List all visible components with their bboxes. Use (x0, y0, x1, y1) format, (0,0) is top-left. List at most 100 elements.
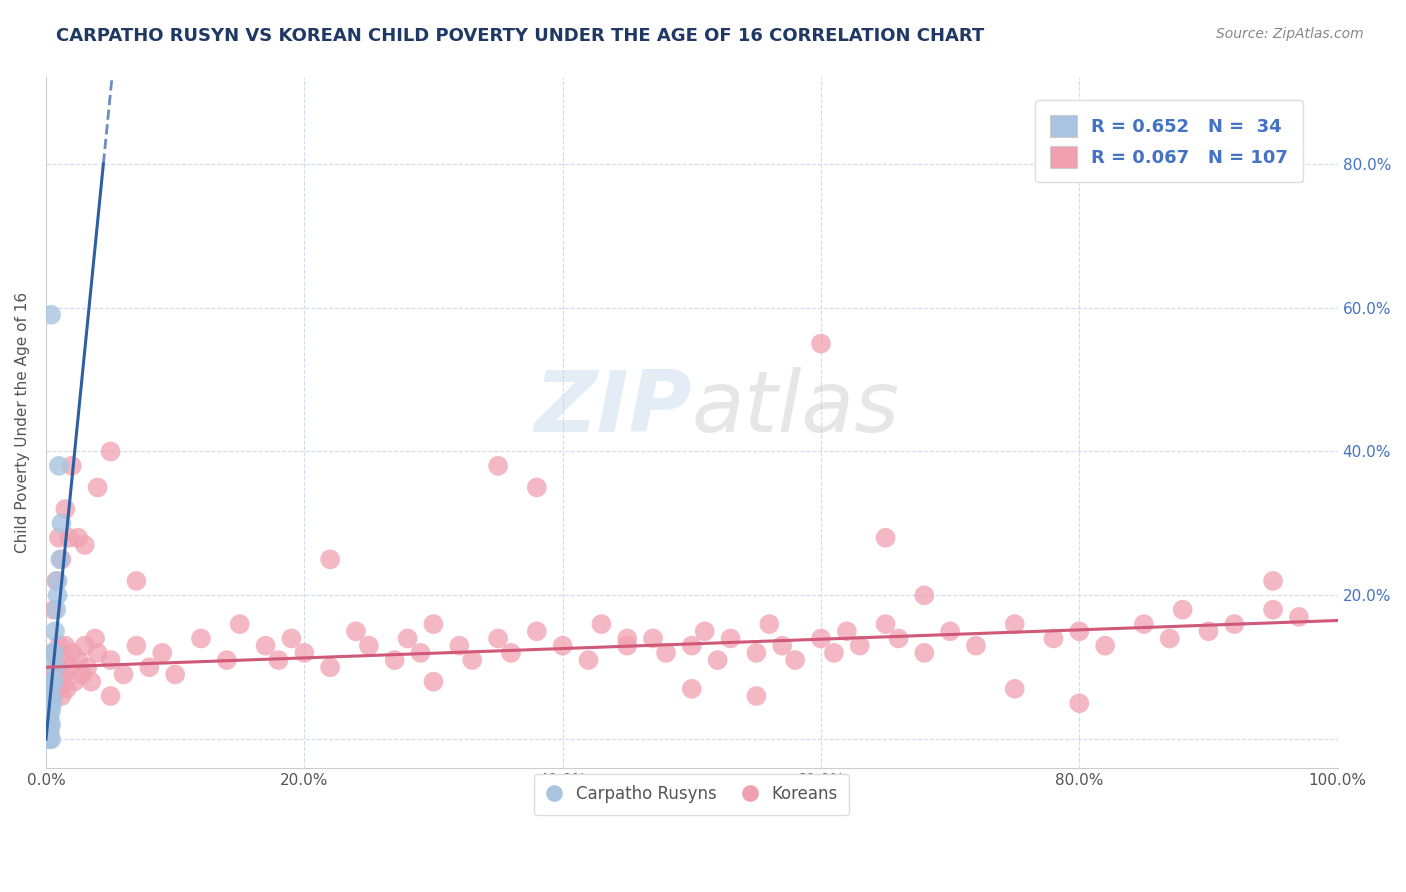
Point (37, 732, 59, 747)
Point (190, 632, 212, 646)
Point (486, 458, 509, 473)
Point (1069, 624, 1091, 639)
Point (48, 458, 70, 473)
Point (38, 674, 60, 689)
Point (48, 531, 70, 545)
Point (319, 660, 342, 674)
Point (396, 632, 419, 646)
Point (80, 674, 103, 689)
Point (499, 646, 522, 660)
Point (39, 308, 62, 322)
Point (38, 718, 60, 732)
Point (38, 710, 60, 724)
Point (38, 732, 60, 747)
Point (38, 732, 60, 747)
Point (655, 646, 678, 660)
Point (51, 552, 73, 566)
Point (486, 632, 509, 646)
Point (706, 653, 728, 667)
Point (409, 646, 432, 660)
Point (51, 516, 73, 531)
Point (681, 681, 703, 696)
Point (73, 639, 96, 653)
Point (150, 646, 173, 660)
Point (912, 588, 935, 602)
Text: atlas: atlas (692, 368, 900, 450)
Text: Source: ZipAtlas.com: Source: ZipAtlas.com (1216, 27, 1364, 41)
Point (52, 653, 75, 667)
Point (86, 646, 108, 660)
Point (45, 603, 67, 617)
Point (42, 667, 65, 681)
Point (70, 667, 93, 681)
Point (44, 646, 66, 660)
Point (1159, 632, 1181, 646)
Point (125, 574, 148, 588)
Point (228, 617, 250, 632)
Point (46, 574, 69, 588)
Point (37, 732, 59, 747)
Point (41, 646, 63, 660)
Point (73, 538, 96, 552)
Point (1069, 696, 1091, 710)
Point (461, 653, 484, 667)
Point (38, 718, 60, 732)
Point (49, 674, 72, 689)
Point (422, 617, 444, 632)
Point (100, 689, 122, 703)
Point (1133, 617, 1156, 632)
Point (100, 653, 122, 667)
Point (758, 617, 780, 632)
Point (720, 632, 742, 646)
Point (112, 667, 135, 681)
Point (76, 660, 98, 674)
Point (86, 480, 108, 494)
Point (39, 689, 62, 703)
Text: ZIP: ZIP (534, 368, 692, 450)
Point (42, 646, 65, 660)
Point (823, 646, 845, 660)
Point (37, 725, 59, 739)
Point (165, 667, 187, 681)
Point (1288, 610, 1310, 624)
Point (887, 632, 910, 646)
Point (45, 574, 67, 588)
Legend: Carpatho Rusyns, Koreans: Carpatho Rusyns, Koreans (534, 773, 849, 815)
Point (41, 674, 63, 689)
Point (46, 588, 69, 602)
Point (526, 480, 548, 494)
Point (45, 681, 67, 696)
Point (38, 703, 60, 717)
Point (1042, 632, 1064, 646)
Point (745, 689, 768, 703)
Y-axis label: Child Poverty Under the Age of 16: Child Poverty Under the Age of 16 (15, 293, 30, 553)
Point (344, 624, 367, 639)
Point (770, 639, 793, 653)
Point (49, 552, 72, 566)
Point (55, 681, 77, 696)
Point (965, 639, 987, 653)
Point (810, 632, 832, 646)
Point (1004, 681, 1026, 696)
Point (848, 639, 870, 653)
Point (292, 646, 315, 660)
Point (138, 660, 160, 674)
Point (785, 653, 807, 667)
Point (745, 646, 768, 660)
Point (1198, 624, 1220, 639)
Point (693, 624, 716, 639)
Point (384, 653, 406, 667)
Point (60, 458, 83, 473)
Point (449, 639, 471, 653)
Point (810, 336, 832, 351)
Point (616, 632, 638, 646)
Point (67, 653, 90, 667)
Point (319, 552, 342, 566)
Point (215, 653, 238, 667)
Point (53, 667, 76, 681)
Point (38, 696, 60, 710)
Point (58, 660, 80, 674)
Point (1004, 617, 1026, 632)
Point (1223, 617, 1246, 632)
Point (1261, 574, 1284, 588)
